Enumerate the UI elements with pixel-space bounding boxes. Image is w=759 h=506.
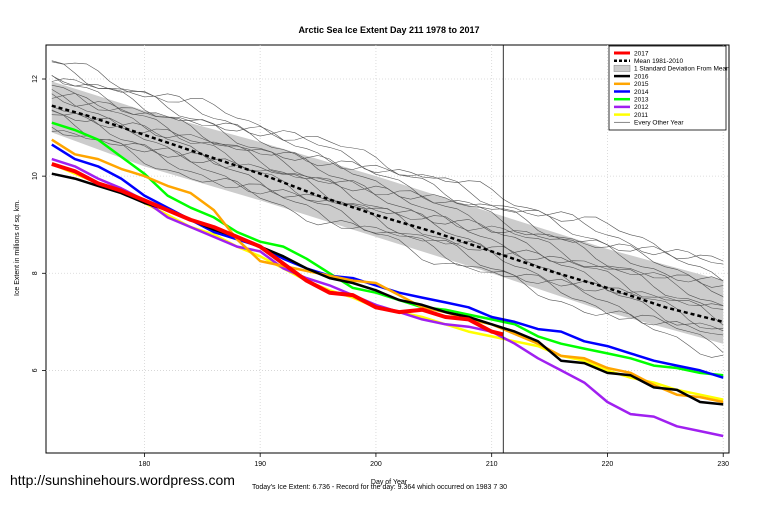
legend-label: 2016 — [634, 73, 649, 80]
other-year-line — [51, 126, 724, 353]
legend-label: 2012 — [634, 104, 649, 111]
x-tick-label: 200 — [370, 461, 382, 468]
legend-label: 2014 — [634, 89, 649, 96]
y-tick-label: 6 — [32, 368, 39, 372]
y-axis-label: Ice Extent in millions of sq. km. — [14, 200, 21, 296]
legend-label: Every Other Year — [634, 120, 684, 127]
other-year-line — [51, 61, 724, 262]
legend-label: 2015 — [634, 81, 649, 88]
std-dev-band — [51, 81, 724, 344]
legend-label: 2011 — [634, 112, 648, 119]
legend-label: 2017 — [634, 50, 649, 57]
other-year-line — [51, 84, 724, 297]
y-tick-label: 12 — [32, 75, 39, 83]
series-line-2015 — [51, 138, 724, 404]
x-tick-label: 190 — [254, 461, 266, 468]
other-year-line — [51, 130, 724, 358]
other-year-line — [51, 93, 724, 306]
legend-label: 1 Standard Deviation From Mean — [634, 66, 730, 73]
y-tick-label: 8 — [32, 271, 39, 275]
series-line-mean-1981-2010 — [51, 104, 724, 324]
y-tick-label: 10 — [32, 172, 39, 180]
legend-label: 2013 — [634, 97, 649, 104]
other-year-line — [51, 75, 724, 282]
x-axis-label: Day of Year — [371, 479, 408, 486]
watermark-url: http://sunshinehours.wordpress.com — [10, 472, 235, 488]
series-line-2017 — [51, 162, 504, 337]
legend-swatch — [613, 64, 631, 72]
other-year-line — [51, 89, 724, 306]
legend-box — [608, 45, 727, 131]
chart-title: Arctic Sea Ice Extent Day 211 1978 to 20… — [298, 25, 479, 35]
other-year-line — [51, 60, 724, 265]
x-tick-label: 230 — [717, 461, 729, 468]
x-tick-label: 210 — [486, 461, 498, 468]
legend-label: Mean 1981-2010 — [634, 58, 684, 65]
x-tick-label: 180 — [139, 461, 151, 468]
other-year-line — [51, 112, 724, 332]
footer-note: Today's Ice Extent: 6.736 - Record for t… — [251, 484, 508, 491]
x-tick-label: 220 — [602, 461, 614, 468]
